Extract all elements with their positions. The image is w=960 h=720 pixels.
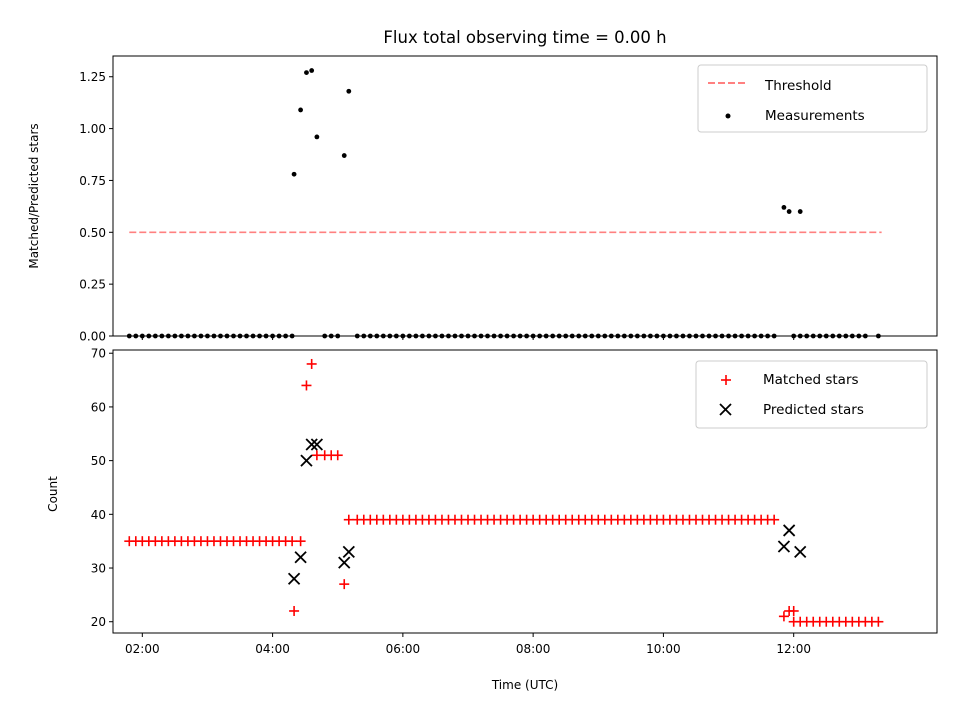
bottom-y-tick-label: 50 (91, 454, 106, 468)
top-axes-frame (112, 55, 938, 337)
predicted-star-marker (777, 540, 791, 553)
bottom-y-tick-label: 30 (91, 562, 106, 576)
measurement-point (797, 209, 803, 214)
top-y-tick-label: 0.50 (79, 226, 106, 240)
bottom-x-tick-label: 04:00 (255, 642, 290, 656)
bottom-x-tick-label: 08:00 (516, 642, 551, 656)
measurement-point (341, 153, 347, 158)
legend-measurements-label: Measurements (765, 108, 865, 124)
predicted-star-marker (794, 545, 807, 559)
bottom-axes-frame (112, 349, 938, 634)
matched-star-marker (873, 616, 884, 627)
bottom-panel: Count Time (UTC) 20 30 40 50 60 70 02:00 04:00 0… (46, 347, 938, 692)
matched-star-marker (301, 380, 312, 391)
matched-star-marker (311, 450, 322, 461)
marker-stroke (294, 551, 307, 564)
matched-star-marker (295, 536, 306, 547)
legend-matched-swatch (721, 375, 731, 385)
legend-predicted-swatch (719, 403, 732, 416)
bottom-x-tick-label: 06:00 (386, 642, 421, 656)
marker-stroke (777, 540, 791, 553)
legend-measurements-swatch (725, 113, 731, 119)
measurement-point (346, 88, 352, 94)
marker-stroke (342, 545, 355, 559)
legend-predicted-label: Predicted stars (763, 402, 864, 418)
marker-stroke (300, 454, 313, 467)
bottom-x-tick-label: 10:00 (646, 642, 681, 656)
matched-star-marker (788, 605, 799, 616)
bottom-plot-area: 20 30 40 50 60 70 02:00 04:00 06:00 08:00 10:00 12:… (91, 347, 884, 656)
matched-star-marker (306, 358, 317, 369)
matched-star-marker (769, 514, 780, 525)
predicted-star-marker (294, 551, 307, 564)
legend-threshold-label: Threshold (764, 78, 832, 94)
marker-stroke (782, 524, 796, 537)
measurement-point (314, 134, 320, 140)
top-legend-box (697, 64, 928, 133)
measurement-point (781, 205, 787, 210)
predicted-star-marker (300, 454, 313, 467)
legend-matched-label: Matched stars (763, 372, 859, 388)
top-y-tick-label: 0.25 (79, 278, 106, 292)
marker-stroke (794, 545, 807, 559)
predicted-star-marker (342, 545, 355, 559)
matched-star-marker (332, 450, 343, 461)
predicted-star-marker (305, 438, 318, 451)
measurement-point (291, 171, 297, 177)
top-y-tick-label: 0.75 (79, 174, 106, 188)
bottom-legend-box (695, 360, 928, 429)
bottom-x-tick-label: 02:00 (125, 642, 160, 656)
measurement-point (298, 107, 303, 113)
matched-star-marker (287, 536, 298, 547)
top-y-axis-label: Matched/Predicted stars (27, 123, 41, 268)
matched-star-marker (778, 611, 789, 622)
measurement-point (786, 209, 792, 214)
predicted-star-marker (287, 572, 301, 585)
marker-stroke (310, 438, 324, 451)
bottom-y-axis-label: Count (46, 476, 60, 512)
top-legend: Threshold Measurements (697, 64, 928, 133)
top-y-tick-label: 1.25 (79, 70, 106, 84)
measurement-point (304, 70, 309, 75)
top-y-tick-label: 1.00 (79, 122, 106, 136)
bottom-x-tick-label: 12:00 (776, 642, 811, 656)
matched-star-marker (289, 605, 300, 616)
x-axis-label: Time (UTC) (491, 678, 558, 692)
chart-title: Flux total observing time = 0.00 h (383, 28, 666, 47)
top-panel: Flux total observing time = 0.00 h Match… (27, 28, 938, 344)
bottom-y-tick-label: 70 (91, 347, 106, 361)
predicted-star-marker (782, 524, 796, 537)
bottom-legend: Matched stars Predicted stars (695, 360, 928, 429)
bottom-y-tick-label: 40 (91, 508, 106, 522)
matched-star-marker (339, 579, 350, 590)
predicted-star-marker (338, 556, 351, 569)
predicted-star-marker (310, 438, 324, 451)
bottom-y-tick-label: 60 (91, 400, 106, 414)
matched-star-marker (343, 514, 354, 525)
top-y-tick-label: 0.00 (79, 330, 106, 344)
bottom-y-tick-label: 20 (91, 615, 106, 629)
marker-stroke (338, 556, 351, 569)
marker-stroke (305, 438, 318, 451)
measurement-point (309, 68, 315, 73)
marker-stroke (287, 572, 301, 585)
